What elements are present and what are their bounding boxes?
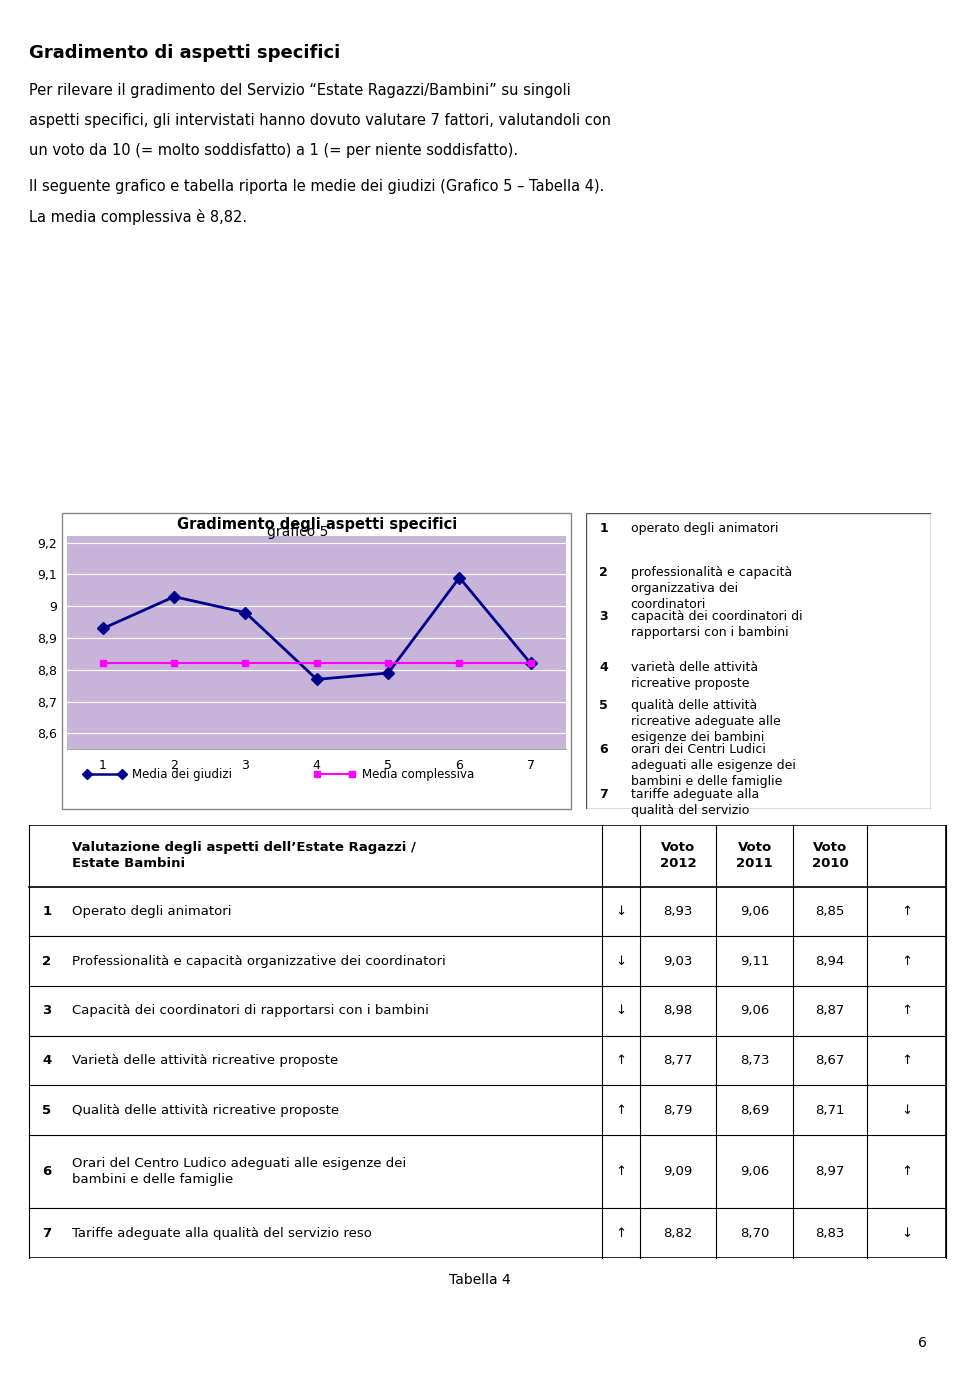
Text: 8,83: 8,83 [815, 1226, 845, 1240]
Text: 8,85: 8,85 [815, 905, 845, 918]
Text: ↓: ↓ [900, 1104, 912, 1116]
Text: 9,06: 9,06 [740, 905, 769, 918]
Text: 3: 3 [599, 610, 608, 623]
Text: un voto da 10 (= molto soddisfatto) a 1 (= per niente soddisfatto).: un voto da 10 (= molto soddisfatto) a 1 … [29, 143, 518, 158]
Text: Qualità delle attività ricreative proposte: Qualità delle attività ricreative propos… [72, 1104, 340, 1116]
Text: 4: 4 [42, 1055, 52, 1067]
Text: Tariffe adeguate alla qualità del servizio reso: Tariffe adeguate alla qualità del serviz… [72, 1226, 372, 1240]
Text: Il seguente grafico e tabella riporta le medie dei giudizi (Grafico 5 – Tabella : Il seguente grafico e tabella riporta le… [29, 179, 604, 194]
Text: Media dei giudizi: Media dei giudizi [132, 767, 232, 781]
Text: 8,79: 8,79 [663, 1104, 693, 1116]
Text: Per rilevare il gradimento del Servizio “Estate Ragazzi/Bambini” su singoli: Per rilevare il gradimento del Servizio … [29, 82, 570, 98]
Text: Voto
2012: Voto 2012 [660, 842, 697, 870]
Text: ↓: ↓ [615, 954, 627, 968]
Text: 8,98: 8,98 [663, 1004, 693, 1018]
Text: 8,77: 8,77 [663, 1055, 693, 1067]
Text: 8,87: 8,87 [815, 1004, 845, 1018]
Text: 8,82: 8,82 [663, 1226, 693, 1240]
Text: Tabella 4: Tabella 4 [449, 1273, 511, 1287]
Text: Professionalità e capacità organizzative dei coordinatori: Professionalità e capacità organizzative… [72, 954, 446, 968]
Text: 7: 7 [599, 788, 609, 800]
Text: 2: 2 [599, 566, 609, 579]
Text: 9,09: 9,09 [663, 1165, 693, 1178]
Text: 3: 3 [42, 1004, 52, 1018]
Text: tariffe adeguate alla
qualità del servizio: tariffe adeguate alla qualità del serviz… [631, 788, 758, 817]
Text: Varietà delle attività ricreative proposte: Varietà delle attività ricreative propos… [72, 1055, 339, 1067]
Text: ↑: ↑ [900, 954, 912, 968]
Text: 9,06: 9,06 [740, 1004, 769, 1018]
Text: 8,73: 8,73 [740, 1055, 769, 1067]
Text: ↑: ↑ [900, 1004, 912, 1018]
Text: qualità delle attività
ricreative adeguate alle
esigenze dei bambini: qualità delle attività ricreative adegua… [631, 698, 780, 744]
Text: operato degli animatori: operato degli animatori [631, 521, 778, 535]
Text: 1: 1 [599, 521, 609, 535]
Text: Gradimento di aspetti specifici: Gradimento di aspetti specifici [29, 44, 340, 62]
Text: 6: 6 [42, 1165, 52, 1178]
Text: La media complessiva è 8,82.: La media complessiva è 8,82. [29, 209, 247, 226]
Text: 6: 6 [599, 744, 608, 756]
Text: Valutazione degli aspetti dell’Estate Ragazzi /
Estate Bambini: Valutazione degli aspetti dell’Estate Ra… [72, 842, 417, 870]
Text: Orari del Centro Ludico adeguati alle esigenze dei
bambini e delle famiglie: Orari del Centro Ludico adeguati alle es… [72, 1158, 407, 1187]
Text: capacità dei coordinatori di
rapportarsi con i bambini: capacità dei coordinatori di rapportarsi… [631, 610, 803, 639]
Text: Voto
2010: Voto 2010 [811, 842, 849, 870]
Text: 8,97: 8,97 [815, 1165, 845, 1178]
Text: 8,69: 8,69 [740, 1104, 769, 1116]
Text: aspetti specifici, gli intervistati hanno dovuto valutare 7 fattori, valutandoli: aspetti specifici, gli intervistati hann… [29, 113, 611, 128]
Text: 4: 4 [599, 661, 609, 674]
Text: 8,93: 8,93 [663, 905, 693, 918]
Text: 8,67: 8,67 [815, 1055, 845, 1067]
Text: professionalità e capacità
organizzativa dei
coordinatori: professionalità e capacità organizzativa… [631, 566, 792, 610]
Text: 8,71: 8,71 [815, 1104, 845, 1116]
Text: ↑: ↑ [615, 1165, 627, 1178]
Text: ↓: ↓ [615, 905, 627, 918]
Text: 7: 7 [42, 1226, 52, 1240]
Text: ↑: ↑ [615, 1226, 627, 1240]
Text: 5: 5 [42, 1104, 52, 1116]
Text: Voto
2011: Voto 2011 [736, 842, 773, 870]
Text: grafico 5: grafico 5 [267, 525, 328, 539]
Text: varietà delle attività
ricreative proposte: varietà delle attività ricreative propos… [631, 661, 757, 690]
Text: 1: 1 [42, 905, 52, 918]
Text: 8,70: 8,70 [740, 1226, 769, 1240]
Text: 9,11: 9,11 [740, 954, 769, 968]
Text: ↑: ↑ [615, 1055, 627, 1067]
Text: Operato degli animatori: Operato degli animatori [72, 905, 232, 918]
Text: ↓: ↓ [615, 1004, 627, 1018]
Text: ↑: ↑ [900, 1165, 912, 1178]
Text: ↓: ↓ [900, 1226, 912, 1240]
Text: Media complessiva: Media complessiva [362, 767, 474, 781]
Text: 9,03: 9,03 [663, 954, 693, 968]
Text: 8,94: 8,94 [815, 954, 845, 968]
Text: ↑: ↑ [900, 1055, 912, 1067]
Title: Gradimento degli aspetti specifici: Gradimento degli aspetti specifici [177, 517, 457, 532]
Text: orari dei Centri Ludici
adeguati alle esigenze dei
bambini e delle famiglie: orari dei Centri Ludici adeguati alle es… [631, 744, 796, 788]
Text: ↑: ↑ [615, 1104, 627, 1116]
Text: 9,06: 9,06 [740, 1165, 769, 1178]
Text: 5: 5 [599, 698, 609, 712]
Text: 2: 2 [42, 954, 52, 968]
Text: Capacità dei coordinatori di rapportarsi con i bambini: Capacità dei coordinatori di rapportarsi… [72, 1004, 429, 1018]
Text: ↑: ↑ [900, 905, 912, 918]
Text: 6: 6 [918, 1336, 926, 1350]
